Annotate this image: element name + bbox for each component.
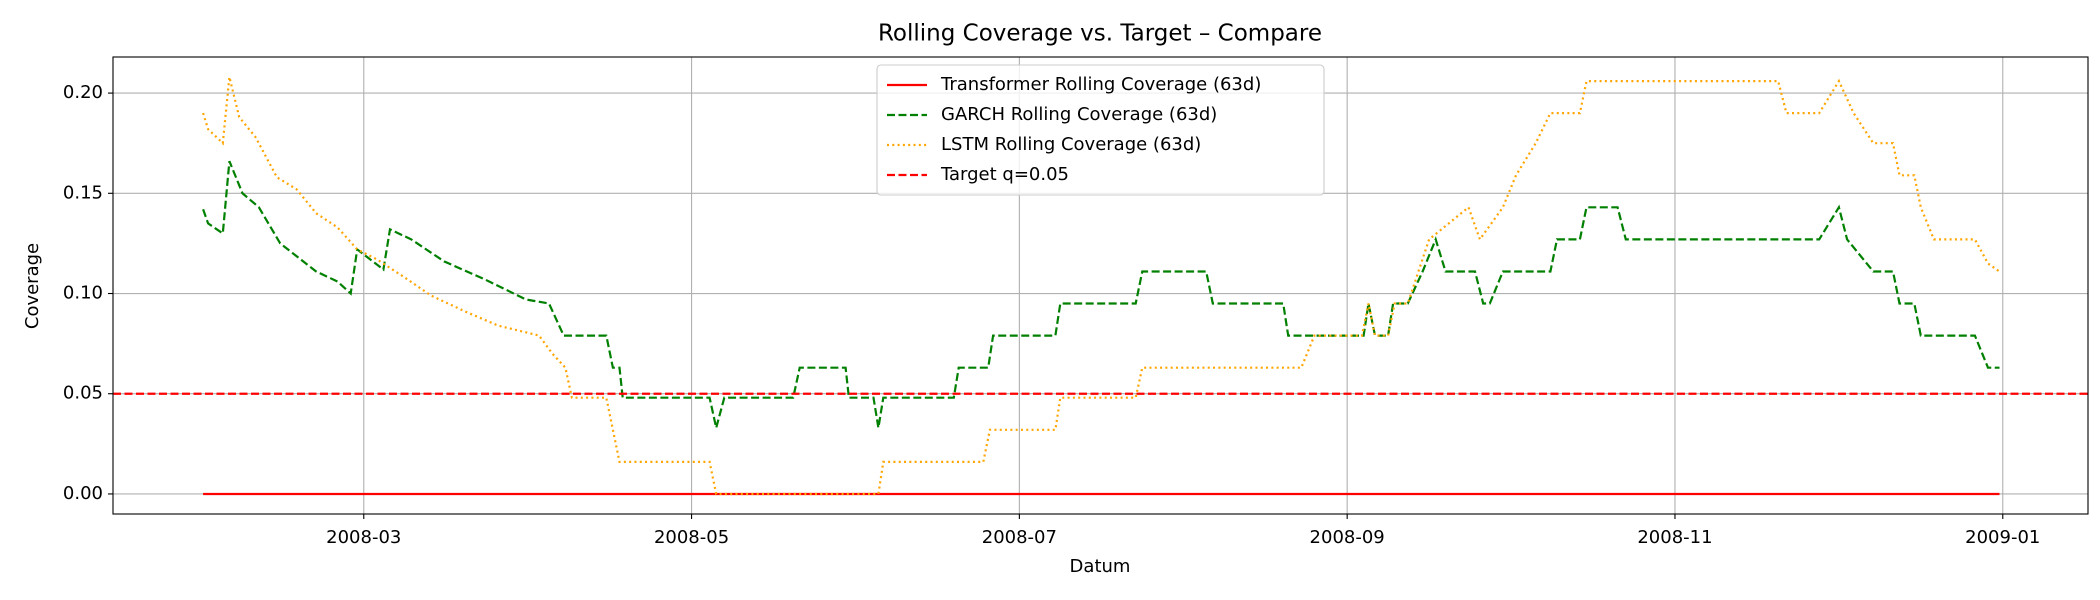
- legend-label: Target q=0.05: [940, 164, 1069, 185]
- series-line: [202, 160, 2000, 429]
- x-axis-label: Datum: [1070, 556, 1131, 577]
- x-tick-label: 2008-05: [654, 527, 729, 548]
- x-tick-label: 2008-09: [1310, 527, 1385, 548]
- legend: Transformer Rolling Coverage (63d) GARCH …: [876, 64, 1325, 196]
- chart-title: Rolling Coverage vs. Target – Compare: [878, 21, 1322, 47]
- y-tick-label: 0.15: [63, 182, 103, 203]
- legend-label: LSTM Rolling Coverage (63d): [941, 134, 1201, 155]
- plot-frame: [112, 56, 2089, 515]
- legend-label: Transformer Rolling Coverage (63d): [940, 74, 1261, 95]
- series-line: [202, 76, 2001, 496]
- legend-box: [876, 64, 1325, 196]
- x-tick-label: 2008-11: [1637, 527, 1712, 548]
- x-tick-label: 2009-01: [1965, 527, 2040, 548]
- x-tick-label: 2008-07: [982, 527, 1057, 548]
- y-tick-label: 0.00: [63, 483, 103, 504]
- y-tick-label: 0.10: [63, 283, 103, 304]
- legend-label: GARCH Rolling Coverage (63d): [941, 104, 1217, 125]
- y-axis-label: Coverage: [22, 243, 43, 329]
- y-tick-label: 0.20: [63, 82, 103, 103]
- y-tick-label: 0.05: [63, 383, 103, 404]
- x-tick-label: 2008-03: [326, 527, 401, 548]
